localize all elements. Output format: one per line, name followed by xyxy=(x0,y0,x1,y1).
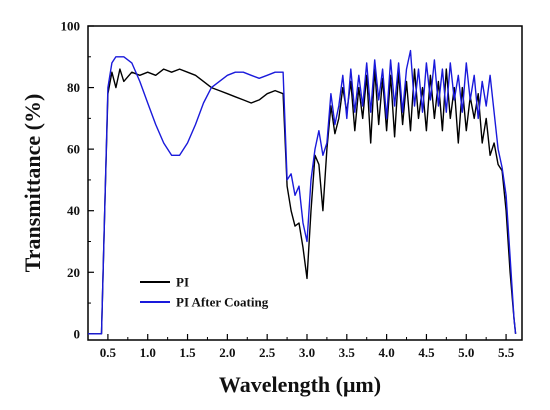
x-tick-label: 3.5 xyxy=(339,345,356,360)
x-tick-label: 4.5 xyxy=(418,345,435,360)
y-tick-label: 40 xyxy=(67,203,80,218)
x-tick-label: 1.0 xyxy=(140,345,156,360)
x-tick-label: 5.0 xyxy=(458,345,474,360)
x-axis-title: Wavelength (μm) xyxy=(219,372,381,397)
x-tick-label: 3.0 xyxy=(299,345,315,360)
x-tick-label: 2.0 xyxy=(219,345,235,360)
series-line-pi xyxy=(88,68,517,335)
x-tick-label: 5.5 xyxy=(498,345,515,360)
x-tick-label: 4.0 xyxy=(378,345,394,360)
y-tick-label: 100 xyxy=(61,19,81,34)
plot-frame xyxy=(87,25,523,341)
y-tick-label: 0 xyxy=(74,326,81,341)
y-tick-label: 80 xyxy=(67,80,80,95)
x-tick-label: 2.5 xyxy=(259,345,276,360)
series-line-pi-after-coating xyxy=(88,49,517,335)
legend-label: PI After Coating xyxy=(176,295,269,310)
legend-label: PI xyxy=(176,275,189,290)
x-tick-label: 0.5 xyxy=(100,345,117,360)
y-tick-label: 20 xyxy=(67,265,80,280)
y-axis-title: Transmittance (%) xyxy=(20,94,45,273)
x-tick-label: 1.5 xyxy=(179,345,196,360)
y-tick-label: 60 xyxy=(67,142,80,157)
